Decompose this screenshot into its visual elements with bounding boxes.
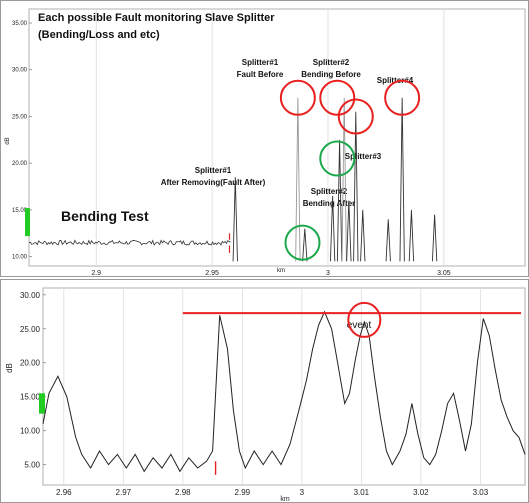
top-highlight-circle-4 <box>319 140 356 177</box>
splitter2-before-label-line2: Bending Before <box>301 70 361 79</box>
top-y-tick-label-5: 10.00 <box>12 255 28 261</box>
bottom-x-tick-label-5: 3.01 <box>354 488 370 497</box>
top-peak-9 <box>385 219 391 262</box>
top-peak-3 <box>329 195 336 262</box>
splitter3-label: Splitter#3 <box>345 152 382 161</box>
top-green-marker <box>25 208 30 237</box>
bottom-x-tick-label-1: 2.97 <box>116 488 132 497</box>
top-baseline-trace <box>28 239 231 246</box>
top-peak-7 <box>353 111 359 262</box>
bottom-y-axis-label: dB <box>5 363 14 373</box>
bottom-x-tick-label-7: 3.03 <box>473 488 489 497</box>
top-x-axis-label: km <box>277 268 285 274</box>
top-y-tick-label-4: 15.00 <box>12 208 28 214</box>
bottom-x-tick-label-3: 2.99 <box>235 488 251 497</box>
top-y-tick-label-2: 25.00 <box>12 114 28 120</box>
top-highlight-circle-2 <box>337 98 374 135</box>
top-peak-5 <box>341 97 347 262</box>
bottom-y-tick-label-2: 20.00 <box>20 359 41 368</box>
event-label: event <box>347 320 372 331</box>
bottom-y-tick-label-3: 15.00 <box>20 393 41 402</box>
top-peak-8 <box>360 209 366 262</box>
splitter2-before-label-line1: Splitter#2 <box>313 58 350 67</box>
top-x-tick-label-0: 2.9 <box>91 270 101 276</box>
bottom-x-tick-label-0: 2.96 <box>56 488 72 497</box>
top-highlight-circle-1 <box>319 79 356 116</box>
top-y-tick-label-3: 20.00 <box>12 161 28 167</box>
top-peak-10 <box>399 97 405 262</box>
bottom-y-tick-label-5: 5.00 <box>24 461 40 470</box>
top-peak-11 <box>408 209 415 262</box>
bottom-chart-svg: event km dB 2.96 2.97 2.98 2.99 3 3.01 3.02 3.0… <box>5 287 526 502</box>
bottom-y-tick-label-1: 25.00 <box>20 325 41 334</box>
bottom-event-circle <box>347 301 382 338</box>
top-peak-4 <box>336 139 343 262</box>
top-peak-6 <box>346 200 352 262</box>
top-chart-subtitle: (Bending/Loss and etc) <box>38 29 160 41</box>
top-peak-1 <box>295 97 301 262</box>
bottom-x-tick-label-2: 2.98 <box>175 488 191 497</box>
splitter2-after-label-line1: Splitter#2 <box>311 187 348 196</box>
top-y-tick-label-0: 35.00 <box>12 21 28 27</box>
top-y-axis-label: dB <box>5 137 11 144</box>
bottom-x-tick-label-6: 3.02 <box>413 488 429 497</box>
top-chart-title: Each possible Fault monitoring Slave Spl… <box>38 12 275 24</box>
bending-test-label: Bending Test <box>61 208 149 224</box>
top-x-tick-label-2: 3 <box>326 270 330 276</box>
top-peak-2 <box>302 228 308 262</box>
top-x-tick-label-1: 2.95 <box>205 270 219 276</box>
bottom-chart-panel: event km dB 2.96 2.97 2.98 2.99 3 3.01 3.02 3.0… <box>0 279 529 503</box>
top-x-tick-label-3: 3.05 <box>437 270 451 276</box>
top-chart-panel: Each possible Fault monitoring Slave Spl… <box>0 0 529 277</box>
bottom-x-axis-label: km <box>280 496 290 502</box>
top-chart-svg: Each possible Fault monitoring Slave Spl… <box>5 8 526 276</box>
splitter4-label: Splitter#4 <box>377 76 414 85</box>
splitter1-before-label-line1: Splitter#1 <box>242 58 279 67</box>
top-highlight-circle-0 <box>279 79 316 116</box>
bottom-green-marker <box>39 393 45 414</box>
top-y-tick-label-1: 30.00 <box>12 68 28 74</box>
top-highlight-circle-3 <box>384 79 421 116</box>
splitter1-before-label-line2: Fault Before <box>237 70 284 79</box>
top-peak-12 <box>431 214 438 262</box>
splitter2-after-label-line2: Bending After <box>303 199 356 208</box>
splitter1-after-label-line2: After Removing(Fault After) <box>161 178 266 187</box>
top-plot-area <box>28 8 526 267</box>
splitter1-after-label-line1: Splitter#1 <box>195 166 232 175</box>
top-peak-0 <box>232 177 238 262</box>
top-highlight-circle-5 <box>284 224 321 261</box>
bottom-plot-area <box>42 287 526 486</box>
bottom-y-tick-label-4: 10.00 <box>20 427 41 436</box>
bottom-x-tick-label-4: 3 <box>300 488 305 497</box>
bottom-trace-line <box>42 310 526 473</box>
bottom-y-tick-label-0: 30.00 <box>20 291 41 300</box>
